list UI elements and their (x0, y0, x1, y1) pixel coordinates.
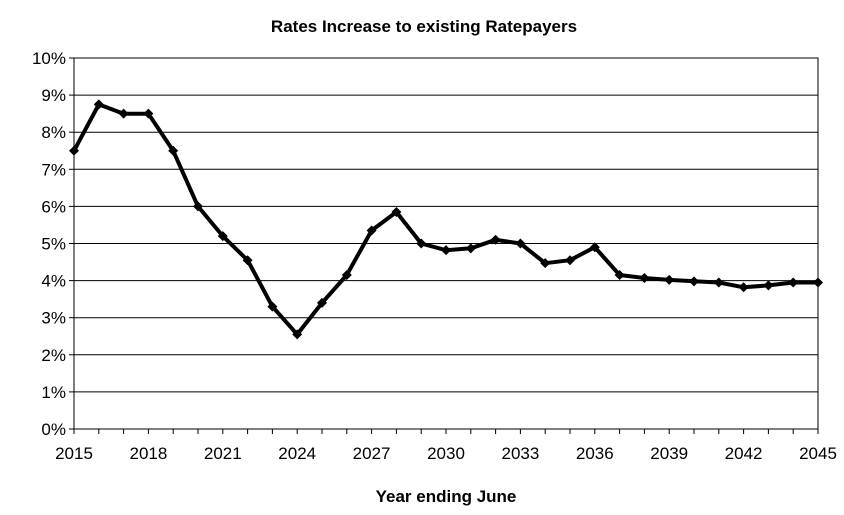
data-point-marker (366, 225, 377, 236)
x-tick-label: 2021 (204, 444, 242, 463)
x-tick-label: 2015 (55, 444, 93, 463)
x-tick-label: 2045 (799, 444, 837, 463)
y-axis-tick-labels: 0% 1% 2% 3% 4% 5% 6% 7% 8% 9% 10% (32, 49, 74, 439)
y-tick-label: 7% (41, 160, 66, 179)
data-point-marker (713, 277, 724, 288)
y-tick-label: 3% (41, 309, 66, 328)
y-tick-label: 1% (41, 383, 66, 402)
x-tick-label: 2018 (129, 444, 167, 463)
x-axis-tick-labels: 2015 2018 2021 2024 2027 2030 2033 2036 2039 2042… (55, 429, 837, 463)
data-point-marker (168, 145, 179, 156)
x-tick-label: 2033 (501, 444, 539, 463)
y-tick-label: 8% (41, 123, 66, 142)
y-tick-label: 2% (41, 346, 66, 365)
data-point-marker (565, 255, 575, 266)
data-point-marker (515, 238, 526, 249)
data-point-marker (292, 329, 303, 340)
data-point-marker (465, 243, 476, 254)
x-tick-label: 2036 (576, 444, 614, 463)
grid-lines (74, 57, 818, 430)
plot-area-frame (73, 57, 819, 430)
series-group (69, 99, 823, 340)
data-point-marker (267, 301, 278, 312)
data-point-marker (763, 280, 774, 291)
data-point-marker (614, 270, 625, 281)
y-tick-label: 5% (41, 235, 66, 254)
y-tick-label: 0% (41, 420, 66, 439)
data-point-marker (69, 145, 79, 156)
data-point-marker (317, 297, 327, 308)
data-point-marker (689, 276, 699, 287)
y-tick-label: 10% (32, 49, 66, 68)
x-tick-label: 2030 (427, 444, 465, 463)
data-point-marker (813, 277, 823, 288)
data-point-marker (93, 99, 104, 110)
data-point-marker (490, 234, 501, 245)
series-line (72, 102, 818, 337)
chart-title: Rates Increase to existing Ratepayers (271, 17, 577, 36)
x-tick-label: 2039 (650, 444, 688, 463)
x-tick-label: 2027 (353, 444, 391, 463)
data-point-marker (193, 201, 203, 212)
x-tick-label: 2024 (278, 444, 316, 463)
data-point-marker (738, 282, 749, 293)
data-point-marker (391, 206, 402, 217)
data-point-marker (143, 108, 154, 119)
data-point-marker (788, 277, 799, 288)
data-point-marker (589, 242, 600, 253)
data-point-marker (664, 274, 675, 285)
data-point-marker (217, 231, 228, 242)
x-tick-label: 2042 (725, 444, 763, 463)
data-point-marker (441, 245, 451, 256)
data-point-marker (118, 108, 129, 119)
data-point-marker (416, 238, 427, 249)
y-tick-label: 4% (41, 272, 66, 291)
data-point-marker (639, 273, 650, 284)
data-point-marker (540, 258, 551, 269)
y-tick-label: 9% (41, 86, 66, 105)
y-tick-label: 6% (41, 197, 66, 216)
data-point-marker (242, 255, 253, 266)
x-axis-label: Year ending June (376, 487, 517, 506)
data-point-marker (341, 270, 352, 281)
